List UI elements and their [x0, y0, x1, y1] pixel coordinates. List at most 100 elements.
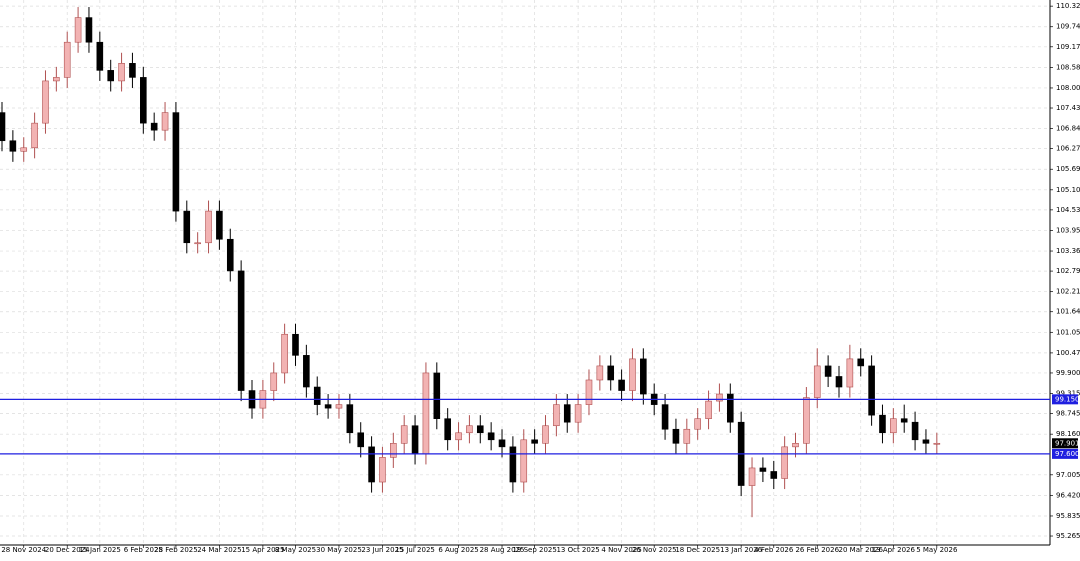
x-tick-label: 20 Mar 2026 [839, 546, 884, 554]
y-tick-label: 103.365 [1056, 247, 1080, 255]
candle-body [357, 432, 365, 448]
candle-body [411, 425, 419, 455]
candle-body [879, 414, 886, 434]
candle-body [900, 418, 908, 423]
candle-body [9, 140, 17, 152]
candle-body [531, 439, 538, 444]
candle-body [792, 443, 799, 448]
candle-body [835, 376, 843, 388]
x-tick-label: 13 Oct 2025 [556, 546, 599, 554]
x-tick-label: 28 Aug 2025 [480, 546, 525, 554]
candle-body [542, 425, 549, 444]
y-tick-label: 102.795 [1056, 267, 1080, 275]
candle-body [226, 238, 234, 272]
candle-body [292, 333, 299, 356]
candle-body [0, 112, 6, 142]
candle-body [933, 442, 941, 445]
candle-body [390, 443, 397, 458]
candle-body [629, 358, 636, 391]
candle-body [85, 17, 93, 43]
candle-body [759, 467, 767, 472]
candle-body [694, 418, 701, 430]
y-tick-label: 98.745 [1056, 410, 1080, 418]
y-tick-label: 109.740 [1056, 23, 1080, 31]
y-tick-label: 98.160 [1056, 430, 1080, 438]
candle-body [824, 365, 832, 377]
y-tick-label: 96.420 [1056, 491, 1080, 499]
candle-body [53, 77, 60, 82]
candle-body [607, 365, 615, 381]
candle-body [726, 393, 734, 423]
candle-body [846, 358, 854, 388]
y-tick-label: 101.640 [1056, 308, 1080, 316]
candle-body [857, 358, 865, 367]
x-tick-label: 15 Apr 2025 [241, 546, 284, 554]
candle-body [205, 210, 212, 244]
x-tick-label: 18 Dec 2025 [675, 546, 720, 554]
y-tick-label: 107.430 [1056, 104, 1080, 112]
last-price-label: 97.901 [1055, 439, 1080, 447]
candle-body [31, 122, 38, 149]
candle-body [640, 358, 647, 395]
candle-body [781, 446, 788, 479]
candle-body [770, 471, 778, 479]
x-tick-label: 20 Dec 2024 [45, 546, 90, 554]
y-tick-label: 99.900 [1056, 369, 1080, 377]
x-tick-label: 4 Feb 2026 [754, 546, 794, 554]
candle-body [705, 400, 712, 419]
price-tag [1052, 394, 1078, 405]
x-tick-label: 19 Sep 2025 [512, 546, 556, 554]
candle-body [368, 446, 375, 483]
x-tick-label: 15 Jul 2025 [395, 546, 435, 554]
x-tick-label: 13 Jan 2026 [720, 546, 763, 554]
x-tick-label: 28 Feb 2025 [154, 546, 198, 554]
x-tick-label: 5 May 2026 [916, 546, 958, 554]
y-tick-label: 109.170 [1056, 43, 1080, 51]
candle-body [379, 457, 386, 483]
candle-body [172, 112, 180, 212]
candle-body [498, 439, 506, 448]
y-tick-label: 100.470 [1056, 349, 1080, 357]
y-tick-label: 104.535 [1056, 206, 1080, 214]
candle-body [96, 41, 104, 71]
candle-body [585, 379, 593, 405]
y-tick-label: 99.315 [1056, 390, 1080, 398]
candle-body [596, 365, 604, 381]
candle-body [803, 397, 810, 444]
candle-body [563, 404, 571, 423]
candle-body [140, 77, 147, 124]
candle-body [281, 333, 288, 374]
candle-body [118, 63, 125, 82]
y-tick-label: 105.690 [1056, 165, 1080, 173]
y-tick-label: 101.055 [1056, 328, 1080, 336]
candle-body [868, 365, 875, 416]
candle-body [63, 41, 71, 78]
candle-body [150, 122, 158, 131]
x-tick-label: 6 Feb 2025 [124, 546, 163, 554]
price-tag-label: 97.600 [1055, 450, 1080, 458]
candle-body [748, 467, 756, 486]
candle-body [183, 210, 191, 244]
candle-body [20, 147, 28, 152]
candle-body [346, 404, 354, 434]
y-tick-label: 106.845 [1056, 125, 1080, 133]
y-tick-label: 108.000 [1056, 84, 1080, 92]
candle-body [237, 270, 245, 391]
candle-body [509, 446, 517, 483]
candle-body [303, 355, 310, 388]
y-tick-label: 95.835 [1056, 512, 1080, 520]
candle-body [400, 425, 408, 444]
price-tag-label: 99.150 [1055, 395, 1080, 403]
candle-body [520, 439, 528, 483]
x-tick-label: 13 Apr 2026 [872, 546, 916, 554]
x-tick-label: 26 Nov 2025 [632, 546, 677, 554]
candle-body [553, 404, 560, 427]
y-tick-label: 95.265 [1056, 532, 1080, 540]
x-tick-label: 24 Mar 2025 [197, 546, 241, 554]
x-tick-label: 30 May 2025 [316, 546, 362, 554]
candle-body [194, 242, 201, 245]
y-tick-label: 97.005 [1056, 471, 1080, 479]
x-tick-label: 23 Jun 2025 [361, 546, 403, 554]
candle-body [161, 112, 169, 131]
